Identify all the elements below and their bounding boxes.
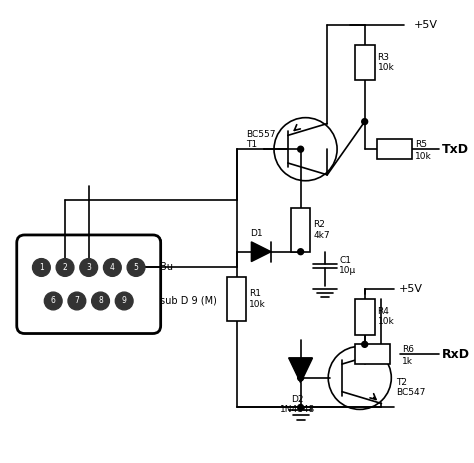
Text: 7: 7: [74, 296, 79, 306]
Text: C1
10μ: C1 10μ: [339, 256, 356, 275]
Text: 10k: 10k: [415, 151, 432, 161]
Text: 9: 9: [122, 296, 127, 306]
FancyBboxPatch shape: [355, 344, 390, 364]
Text: 3: 3: [86, 263, 91, 272]
Text: 4: 4: [110, 263, 115, 272]
Text: 1: 1: [39, 263, 44, 272]
Text: R6: R6: [402, 345, 414, 354]
Text: +5V: +5V: [414, 20, 438, 30]
Circle shape: [298, 146, 303, 152]
FancyBboxPatch shape: [376, 139, 412, 159]
Text: 5: 5: [134, 263, 138, 272]
Text: sub D 9 (M): sub D 9 (M): [160, 296, 217, 306]
Text: RxD: RxD: [442, 348, 470, 361]
Text: 6: 6: [51, 296, 55, 306]
Circle shape: [91, 292, 109, 310]
FancyBboxPatch shape: [355, 299, 374, 334]
Text: 8: 8: [98, 296, 103, 306]
Text: R4
10k: R4 10k: [377, 307, 394, 326]
Text: R5: R5: [415, 140, 427, 149]
Circle shape: [298, 249, 303, 255]
Circle shape: [362, 119, 368, 125]
Text: R2
4k7: R2 4k7: [313, 220, 330, 240]
Circle shape: [56, 259, 74, 276]
FancyBboxPatch shape: [227, 277, 246, 321]
Circle shape: [115, 292, 133, 310]
Text: BC557
T1: BC557 T1: [246, 130, 276, 149]
FancyBboxPatch shape: [355, 45, 374, 80]
Circle shape: [68, 292, 86, 310]
Polygon shape: [251, 242, 271, 262]
FancyBboxPatch shape: [291, 208, 310, 252]
Text: 1k: 1k: [402, 357, 413, 366]
Text: +5V: +5V: [399, 284, 423, 294]
Circle shape: [362, 341, 368, 347]
Circle shape: [298, 405, 303, 410]
Text: R3
10k: R3 10k: [377, 53, 394, 72]
Text: T2
BC547: T2 BC547: [396, 378, 426, 397]
Circle shape: [298, 375, 303, 381]
Polygon shape: [289, 358, 312, 383]
Circle shape: [80, 259, 98, 276]
Text: 2: 2: [63, 263, 67, 272]
Text: R1
10k: R1 10k: [249, 289, 266, 309]
FancyBboxPatch shape: [17, 235, 161, 333]
Text: TxD: TxD: [442, 143, 469, 156]
Text: D1: D1: [250, 229, 263, 238]
Circle shape: [45, 292, 62, 310]
Text: Bu: Bu: [160, 263, 173, 273]
Circle shape: [103, 259, 121, 276]
Text: D2
1N4148: D2 1N4148: [280, 394, 315, 414]
Circle shape: [33, 259, 50, 276]
Circle shape: [127, 259, 145, 276]
